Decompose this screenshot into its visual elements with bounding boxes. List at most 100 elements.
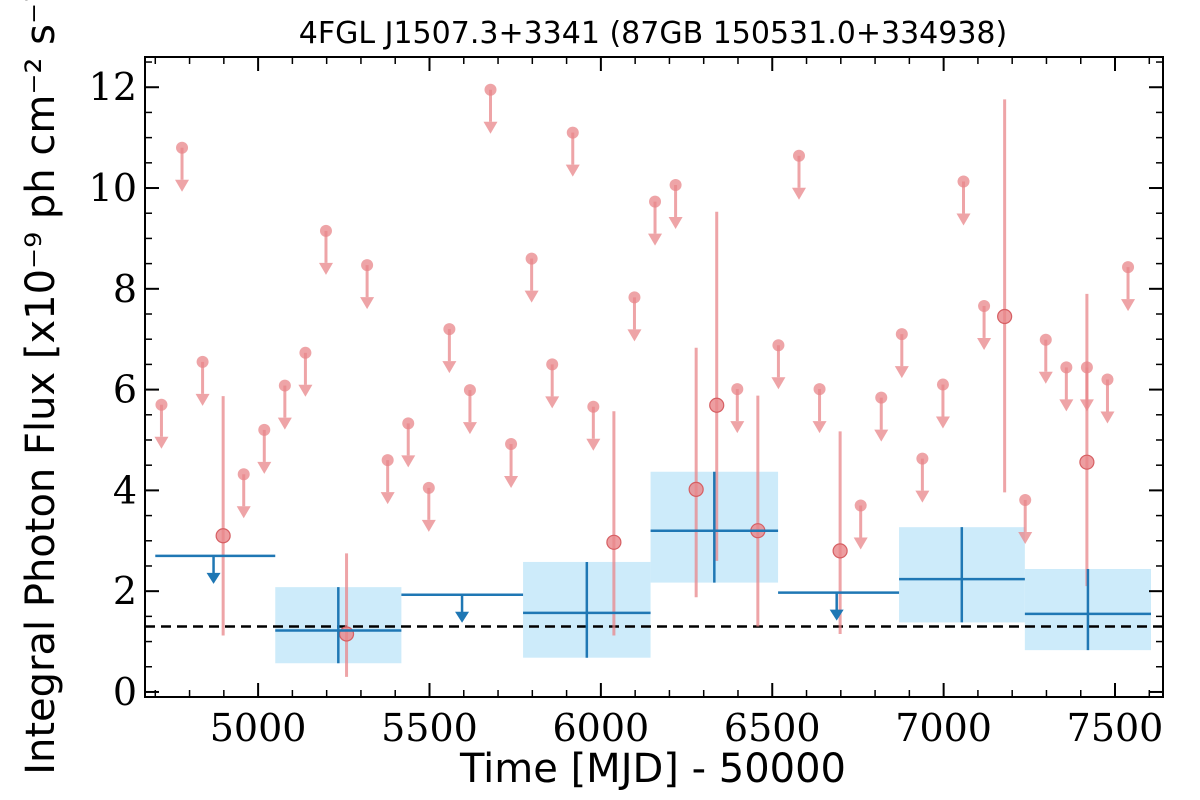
fine-upper-limit-marker [155, 398, 168, 411]
x-tick-label: 6000 [553, 706, 650, 750]
fine-upper-limit-marker [875, 391, 888, 404]
fine-upper-limit-marker [1080, 361, 1093, 374]
fine-detection-point [997, 308, 1013, 325]
fine-upper-limit-marker [772, 339, 785, 352]
fine-upper-limit-arrow [1079, 399, 1094, 412]
fine-upper-limit-arrow [524, 290, 539, 303]
fine-upper-limit-marker [299, 346, 312, 359]
fine-upper-limit-arrow [1059, 399, 1074, 412]
fine-upper-limit-arrow [483, 121, 498, 134]
fine-upper-limit-arrow [648, 233, 663, 246]
fine-upper-limit-marker [176, 141, 189, 154]
fine-upper-limit-marker [731, 383, 744, 396]
fine-upper-limit-marker [237, 468, 250, 481]
fine-upper-limit-marker [1019, 493, 1032, 506]
fine-upper-limit-marker [566, 126, 579, 139]
fine-upper-limit-arrow [1121, 299, 1136, 312]
fine-upper-limit-marker [813, 383, 826, 396]
fine-upper-limit-marker [258, 423, 271, 436]
fine-upper-limit-arrow [195, 393, 210, 406]
fine-upper-limit-arrow [1018, 531, 1033, 544]
fine-upper-limit-marker [957, 175, 970, 188]
fine-upper-limit-arrow [1038, 371, 1053, 384]
x-tick-label: 5000 [210, 706, 307, 750]
fine-upper-limit-arrow [442, 361, 457, 374]
y-tick-label: 10 [89, 166, 137, 210]
axes-frame [144, 56, 1164, 698]
fine-upper-limit-marker [402, 417, 415, 430]
fine-upper-limit-arrow [380, 492, 395, 505]
fine-upper-limit-arrow [812, 421, 827, 434]
fine-upper-limit-arrow [462, 422, 477, 435]
fine-upper-limit-arrow [915, 490, 930, 503]
fine-detection-point [688, 481, 704, 497]
fine-detection-point [215, 528, 231, 544]
fine-upper-limit-arrow [565, 164, 580, 177]
fine-upper-limit-arrow [956, 213, 971, 226]
fine-detection-point [709, 397, 725, 413]
y-tick-label: 8 [113, 267, 137, 311]
fine-upper-limit-marker [361, 259, 374, 272]
y-tick-label: 6 [113, 368, 137, 412]
fine-upper-limit-arrow [730, 421, 745, 434]
fine-upper-limit-marker [319, 224, 332, 237]
y-tick-label: 0 [113, 670, 137, 714]
fine-upper-limit-arrow [586, 438, 601, 451]
fine-upper-limit-marker [196, 355, 209, 368]
fine-upper-limit-arrow [257, 461, 272, 474]
x-axis-label: Time [MJD] - 50000 [459, 746, 846, 792]
fine-upper-limit-marker [443, 323, 456, 336]
fine-upper-limit-marker [587, 400, 600, 413]
x-tick-label: 7000 [895, 706, 992, 750]
fine-upper-limit-marker [484, 83, 497, 96]
fine-upper-limit-arrow [298, 384, 313, 397]
fine-upper-limit-marker [669, 179, 682, 191]
fine-upper-limit-arrow [874, 429, 889, 442]
fine-detection-point [832, 543, 848, 559]
fine-upper-limit-arrow [318, 262, 333, 275]
x-tick-label: 7500 [1067, 706, 1164, 750]
fine-upper-limit-arrow [277, 417, 292, 430]
fine-detection-point [1079, 454, 1095, 470]
fine-detection-point [606, 534, 622, 550]
fine-upper-limit-marker [422, 481, 435, 494]
fine-upper-limit-marker [546, 358, 559, 371]
fine-upper-limit-arrow [236, 506, 251, 519]
fine-upper-limit-marker [381, 454, 394, 467]
fine-upper-limit-arrow [668, 217, 683, 229]
coarse-upper-limit-arrow [206, 572, 221, 584]
coarse-upper-limit-arrow [455, 611, 470, 623]
fine-upper-limit-arrow [791, 187, 806, 200]
fine-upper-limit-marker [278, 379, 291, 392]
fine-upper-limit-marker [895, 328, 908, 341]
fine-upper-limit-arrow [627, 329, 642, 342]
y-axis-label: Integral Photon Flux [x10⁻⁹ ph cm⁻² s⁻¹] [18, 0, 64, 775]
fine-upper-limit-marker [1060, 361, 1073, 374]
fine-upper-limit-marker [1101, 373, 1114, 386]
fine-upper-limit-arrow [853, 537, 868, 550]
fine-upper-limit-marker [525, 252, 538, 265]
fine-upper-limit-marker [1039, 333, 1052, 346]
fine-upper-limit-arrow [935, 416, 950, 429]
y-tick-label: 2 [113, 569, 137, 613]
fine-upper-limit-arrow [771, 377, 786, 390]
fine-upper-limit-arrow [360, 297, 375, 310]
coarse-upper-limit-arrow [829, 609, 844, 621]
fine-upper-limit-arrow [154, 436, 169, 449]
x-tick-label: 6500 [724, 706, 821, 750]
fine-upper-limit-arrow [175, 179, 190, 192]
fine-upper-limit-marker [628, 291, 641, 304]
fine-upper-limit-marker [463, 384, 476, 397]
y-tick-label: 12 [89, 65, 137, 109]
fine-upper-limit-arrow [401, 455, 416, 468]
fine-upper-limit-marker [916, 452, 929, 465]
fine-upper-limit-marker [854, 499, 867, 512]
fine-detection-point [338, 626, 355, 642]
fine-upper-limit-arrow [894, 366, 909, 379]
fine-upper-limit-arrow [545, 396, 560, 409]
fine-upper-limit-marker [792, 149, 805, 162]
fine-upper-limit-arrow [421, 519, 436, 532]
fine-upper-limit-arrow [504, 476, 519, 489]
